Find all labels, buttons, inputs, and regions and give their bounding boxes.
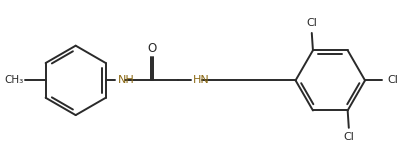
- Text: Cl: Cl: [307, 18, 317, 28]
- Text: CH₃: CH₃: [5, 75, 23, 85]
- Text: HN: HN: [192, 75, 209, 85]
- Text: NH: NH: [118, 75, 135, 85]
- Text: Cl: Cl: [343, 133, 354, 142]
- Text: O: O: [147, 42, 157, 55]
- Text: Cl: Cl: [387, 75, 398, 85]
